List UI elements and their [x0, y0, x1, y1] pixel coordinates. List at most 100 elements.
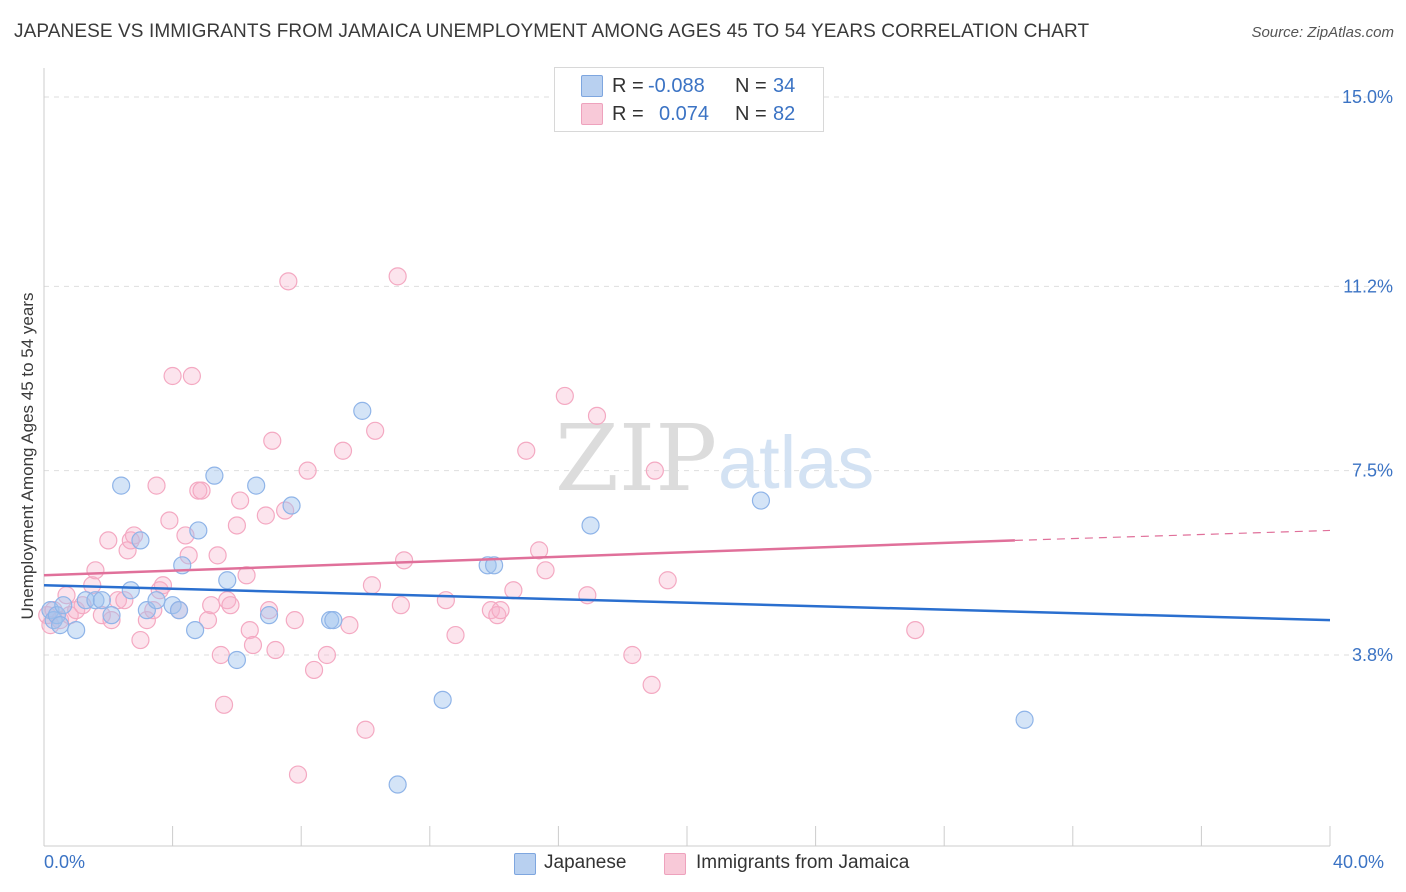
axes — [43, 68, 1331, 847]
x-axis-min-label: 0.0% — [44, 852, 86, 872]
point-jamaica — [436, 591, 455, 610]
point-japanese — [189, 521, 208, 540]
point-jamaica — [163, 366, 182, 386]
point-jamaica — [388, 267, 407, 286]
point-japanese — [353, 401, 372, 420]
point-jamaica — [231, 491, 250, 510]
point-japanese — [76, 591, 95, 610]
point-jamaica — [317, 645, 337, 665]
legend-n-label: N = — [735, 74, 767, 97]
point-japanese — [751, 491, 771, 510]
point-jamaica — [198, 611, 218, 630]
point-jamaica — [86, 561, 105, 580]
point-jamaica — [906, 620, 925, 640]
trend-lines — [43, 529, 1331, 622]
point-jamaica — [298, 461, 317, 480]
point-jamaica — [108, 591, 128, 610]
point-japanese — [86, 591, 105, 610]
point-jamaica — [263, 431, 282, 450]
point-jamaica — [340, 616, 359, 635]
point-jamaica — [394, 551, 414, 570]
point-japanese — [205, 466, 224, 485]
point-jamaica — [50, 611, 70, 630]
point-jamaica — [150, 581, 169, 600]
point-japanese — [54, 596, 73, 615]
y-tick-label: 11.2% — [1343, 276, 1393, 296]
point-japanese — [131, 531, 150, 550]
point-japanese — [67, 620, 86, 640]
legend-n-value: 82 — [773, 102, 796, 125]
point-jamaica — [517, 441, 536, 460]
y-tick-label: 7.5% — [1352, 461, 1393, 481]
point-japanese — [121, 581, 140, 600]
point-jamaica — [623, 645, 642, 665]
point-japanese — [433, 690, 452, 709]
point-japanese — [186, 620, 205, 640]
point-jamaica — [530, 541, 549, 560]
point-jamaica — [536, 561, 555, 580]
point-jamaica — [266, 640, 285, 660]
series-label-japanese: Japanese — [544, 852, 627, 873]
point-jamaica — [147, 476, 166, 495]
point-jamaica — [218, 591, 237, 610]
point-jamaica — [391, 596, 410, 615]
source-label: Source: ZipAtlas.com — [1251, 24, 1394, 41]
point-japanese — [112, 476, 131, 495]
legend-swatch-jamaica — [581, 103, 603, 125]
point-jamaica — [256, 506, 275, 525]
y-tick-label: 3.8% — [1352, 645, 1393, 665]
series-swatch-japanese — [514, 853, 536, 875]
trend-line-jamaica — [43, 539, 1015, 577]
point-jamaica — [288, 765, 308, 784]
point-jamaica — [366, 421, 385, 440]
point-jamaica — [304, 660, 324, 680]
point-japanese — [282, 496, 301, 515]
point-jamaica — [137, 611, 156, 630]
point-japanese — [137, 601, 156, 620]
watermark: ZIP atlas — [555, 405, 874, 512]
point-jamaica — [555, 386, 574, 406]
point-jamaica — [99, 531, 118, 550]
legend-n-label: N = — [735, 102, 767, 125]
point-japanese — [1015, 710, 1034, 729]
point-japanese — [147, 591, 166, 610]
point-japanese — [247, 476, 266, 495]
data-points — [38, 267, 1034, 794]
point-japanese — [102, 606, 121, 625]
trend-line-japanese — [43, 584, 1331, 622]
point-japanese — [388, 775, 407, 794]
point-japanese — [227, 650, 246, 670]
point-jamaica — [115, 591, 134, 610]
point-jamaica — [642, 675, 661, 694]
correlation-legend: R = -0.088 N = 34 R = 0.074 N = 82 — [554, 67, 824, 132]
point-jamaica — [279, 272, 298, 291]
legend-r-value: -0.088 — [648, 74, 705, 97]
point-jamaica — [491, 601, 510, 620]
legend-r-label: R = — [612, 74, 644, 97]
point-jamaica — [179, 546, 198, 565]
point-jamaica — [214, 695, 234, 714]
point-jamaica — [208, 546, 227, 565]
legend-n-value: 34 — [773, 74, 796, 97]
point-jamaica — [285, 611, 304, 630]
point-jamaica — [243, 635, 263, 655]
point-japanese — [218, 571, 237, 590]
legend-swatch-japanese — [581, 75, 603, 97]
watermark-zip: ZIP — [555, 405, 717, 512]
point-japanese — [47, 606, 66, 625]
point-japanese — [169, 601, 189, 620]
point-jamaica — [362, 576, 382, 595]
point-jamaica — [92, 606, 111, 625]
point-jamaica — [41, 616, 60, 635]
point-jamaica — [202, 596, 221, 615]
legend-r-value: 0.074 — [659, 102, 710, 125]
point-jamaica — [131, 630, 150, 650]
point-jamaica — [192, 481, 211, 500]
x-axis-max-label: 40.0% — [1333, 852, 1385, 872]
point-japanese — [485, 556, 504, 575]
series-swatch-jamaica — [664, 853, 686, 875]
point-jamaica — [160, 511, 179, 530]
series-label-jamaica: Immigrants from Jamaica — [696, 852, 910, 873]
point-jamaica — [356, 720, 375, 739]
